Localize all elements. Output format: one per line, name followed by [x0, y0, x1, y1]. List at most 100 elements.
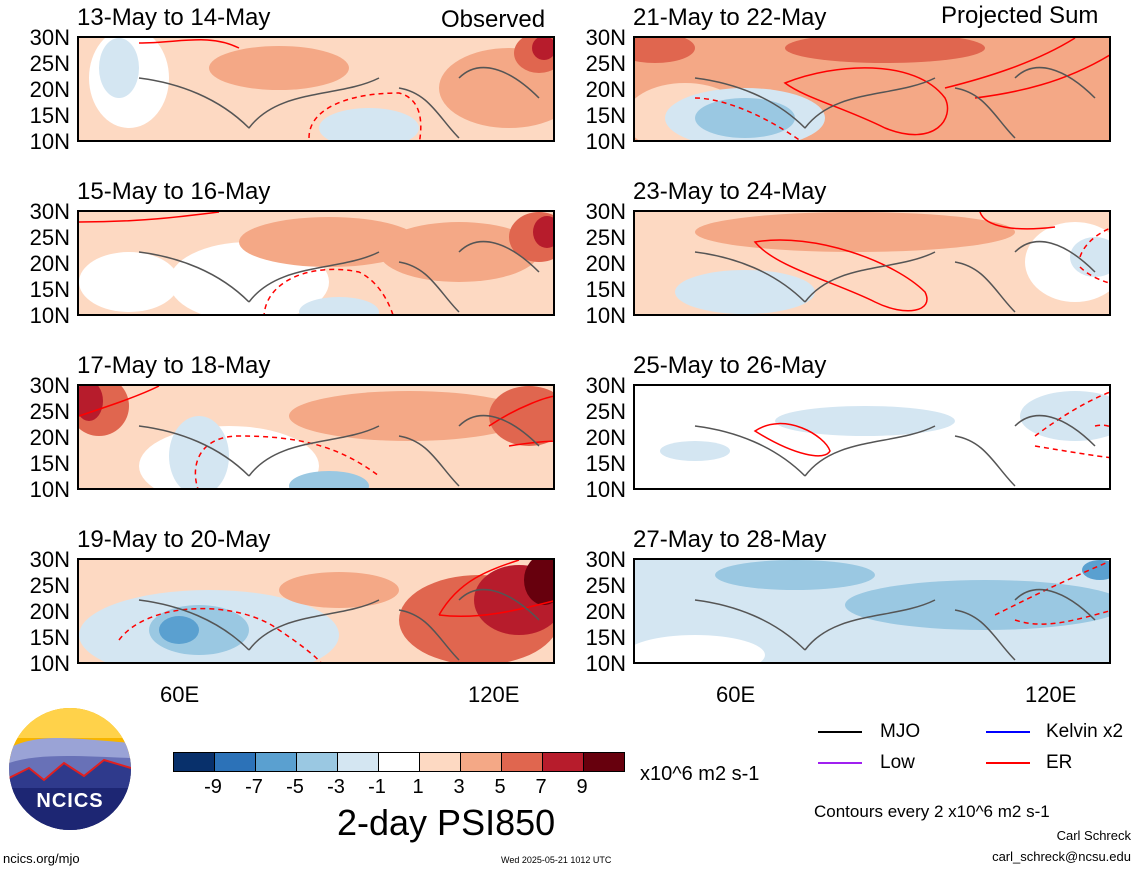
colorbar-swatch	[461, 753, 502, 771]
lat-label-25n: 25N	[585, 51, 626, 76]
panel-title-left-3: 17-May to 18-May	[77, 352, 271, 379]
colorbar-tick: 7	[535, 776, 547, 798]
map-panel-right-3	[633, 384, 1111, 490]
lat-label-30n: 30N	[585, 25, 626, 50]
colorbar-tick: 3	[453, 776, 465, 798]
colorbar-swatch	[297, 753, 338, 771]
ncics-logo-graphic	[9, 708, 131, 830]
panel-title-left-4: 19-May to 20-May	[77, 526, 271, 553]
colorbar-swatch	[338, 753, 379, 771]
lon-label-120e: 120E	[468, 682, 520, 707]
lat-label-20n: 20N	[29, 599, 70, 624]
lat-label-15n: 15N	[585, 451, 626, 476]
lat-label-20n: 20N	[29, 251, 70, 276]
lat-label-30n: 30N	[29, 547, 70, 572]
lat-label-15n: 15N	[29, 451, 70, 476]
legend-mjo-line	[818, 731, 862, 733]
timestamp: Wed 2025-05-21 1012 UTC	[501, 855, 612, 865]
lat-label-10n: 10N	[585, 477, 626, 502]
colorbar-swatch	[174, 753, 215, 771]
panel-title-right-4: 27-May to 28-May	[633, 526, 827, 553]
lat-label-10n: 10N	[585, 129, 626, 154]
map-panel-right-1	[633, 36, 1111, 142]
site-link[interactable]: ncics.org/mjo	[3, 851, 80, 866]
map-panel-left-3	[77, 384, 555, 490]
colorbar-tick: -7	[245, 776, 263, 798]
colorbar	[173, 752, 625, 772]
lat-label-10n: 10N	[585, 303, 626, 328]
lon-label-120e: 120E	[1025, 682, 1077, 707]
lat-label-25n: 25N	[585, 225, 626, 250]
lat-label-30n: 30N	[585, 547, 626, 572]
legend-kelvin-line	[986, 731, 1030, 733]
lat-label-20n: 20N	[585, 77, 626, 102]
lat-label-15n: 15N	[29, 277, 70, 302]
lat-label-25n: 25N	[29, 51, 70, 76]
panel-title-right-1: 21-May to 22-May	[633, 4, 827, 31]
map-panel-right-4	[633, 558, 1111, 664]
contours-note: Contours every 2 x10^6 m2 s-1	[814, 802, 1050, 821]
lat-label-20n: 20N	[585, 425, 626, 450]
lat-label-30n: 30N	[585, 373, 626, 398]
lat-label-20n: 20N	[585, 251, 626, 276]
colorbar-swatch	[256, 753, 297, 771]
colorbar-units: x10^6 m2 s-1	[640, 763, 760, 785]
colorbar-tick: -9	[204, 776, 222, 798]
author-email[interactable]: carl_schreck@ncsu.edu	[992, 849, 1131, 864]
lat-label-10n: 10N	[29, 129, 70, 154]
lat-label-25n: 25N	[585, 399, 626, 424]
lat-label-30n: 30N	[585, 199, 626, 224]
legend-low-line	[818, 762, 862, 764]
lat-label-15n: 15N	[585, 277, 626, 302]
lat-label-20n: 20N	[29, 77, 70, 102]
legend-mjo-label: MJO	[880, 721, 921, 742]
colorbar-swatch	[420, 753, 461, 771]
map-panel-right-2	[633, 210, 1111, 316]
lat-label-25n: 25N	[29, 399, 70, 424]
colorbar-swatch	[379, 753, 420, 771]
lat-label-20n: 20N	[585, 599, 626, 624]
legend-low-label: Low	[880, 752, 915, 773]
panel-title-left-1: 13-May to 14-May	[77, 4, 271, 31]
map-panel-left-2	[77, 210, 555, 316]
lat-label-15n: 15N	[29, 625, 70, 650]
legend-kelvin-label: Kelvin x2	[1046, 721, 1124, 742]
lat-label-10n: 10N	[29, 651, 70, 676]
lat-label-10n: 10N	[585, 651, 626, 676]
map-panel-left-4	[77, 558, 555, 664]
colorbar-tick: -1	[368, 776, 386, 798]
logo-text: NCICS	[36, 790, 104, 812]
lat-label-30n: 30N	[29, 373, 70, 398]
colorbar-tick: 9	[576, 776, 588, 798]
colorbar-swatch	[215, 753, 256, 771]
colorbar-tick: 5	[494, 776, 506, 798]
lat-label-25n: 25N	[29, 225, 70, 250]
colorbar-tick: -5	[286, 776, 304, 798]
author-name: Carl Schreck	[1056, 828, 1131, 843]
legend-er-label: ER	[1046, 752, 1073, 773]
lon-label-60e: 60E	[160, 682, 200, 707]
lat-label-10n: 10N	[29, 303, 70, 328]
colorbar-tick: -3	[327, 776, 345, 798]
lat-label-10n: 10N	[29, 477, 70, 502]
observed-label: Observed	[441, 6, 546, 33]
colorbar-swatch	[584, 753, 624, 771]
projected-label: Projected Sum	[941, 2, 1099, 29]
ncics-logo: NCICS	[9, 708, 131, 830]
colorbar-title: 2-day PSI850	[337, 802, 556, 843]
colorbar-swatch	[543, 753, 584, 771]
map-panel-left-1	[77, 36, 555, 142]
lon-label-60e: 60E	[716, 682, 756, 707]
panel-title-right-3: 25-May to 26-May	[633, 352, 827, 379]
lat-label-25n: 25N	[29, 573, 70, 598]
panel-title-right-2: 23-May to 24-May	[633, 178, 827, 205]
lat-label-15n: 15N	[585, 625, 626, 650]
lat-label-15n: 15N	[585, 103, 626, 128]
panel-title-left-2: 15-May to 16-May	[77, 178, 271, 205]
legend-er-line	[986, 762, 1030, 764]
lat-label-30n: 30N	[29, 199, 70, 224]
lat-label-20n: 20N	[29, 425, 70, 450]
colorbar-tick: 1	[412, 776, 424, 798]
lat-label-15n: 15N	[29, 103, 70, 128]
colorbar-swatch	[502, 753, 543, 771]
